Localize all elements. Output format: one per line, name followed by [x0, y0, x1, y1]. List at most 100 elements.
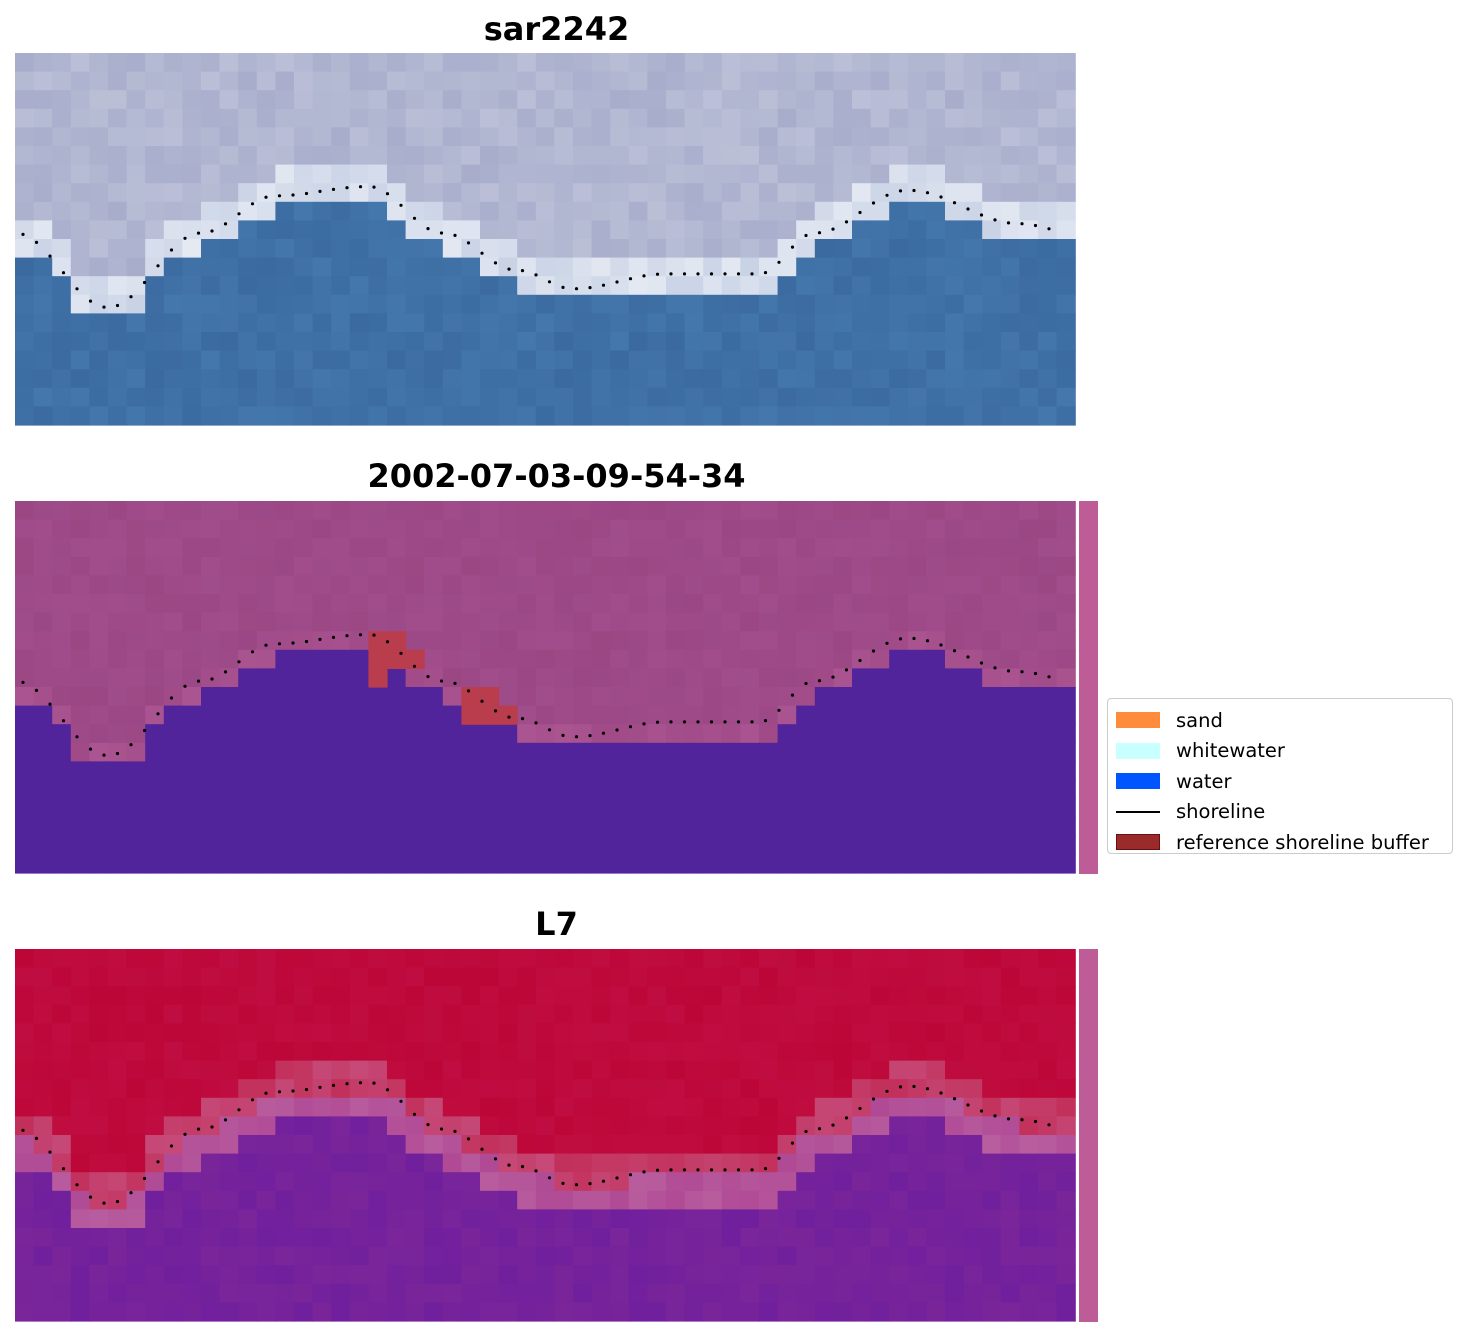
shoreline-point — [345, 1082, 349, 1086]
shoreline-point — [601, 731, 606, 735]
shoreline-point — [1006, 1117, 1011, 1121]
shoreline-point — [709, 720, 714, 724]
shoreline-point — [250, 650, 255, 654]
shoreline-point — [642, 1170, 646, 1174]
shoreline-point — [1006, 221, 1011, 225]
shoreline-point — [412, 1112, 417, 1116]
shoreline-point — [709, 272, 714, 276]
shoreline-point — [966, 655, 970, 659]
shoreline-point — [655, 1168, 660, 1172]
shoreline-point — [61, 1167, 66, 1171]
shoreline-point — [304, 191, 309, 196]
shoreline-point — [871, 201, 876, 205]
shoreline-point — [358, 1081, 363, 1085]
shoreline-point — [237, 212, 241, 216]
rgb-image — [15, 53, 1076, 426]
shoreline-point — [723, 272, 727, 276]
shoreline-point — [520, 1165, 525, 1169]
shoreline-point — [466, 689, 471, 693]
shoreline-point — [615, 728, 619, 732]
shoreline-point — [898, 189, 903, 193]
shoreline-point — [736, 1168, 741, 1172]
shoreline-point — [561, 733, 565, 737]
shoreline-point — [372, 185, 376, 189]
reference-buffer-swatch — [1116, 834, 1160, 851]
shoreline-point — [912, 636, 916, 641]
shoreline-point — [723, 1168, 727, 1172]
shoreline-point — [763, 271, 768, 275]
shoreline-point — [534, 721, 538, 725]
shoreline-point — [61, 271, 66, 275]
shoreline-point — [669, 1168, 673, 1172]
shoreline-point — [939, 643, 943, 647]
shoreline-point — [696, 272, 700, 276]
shoreline-point — [318, 1085, 322, 1089]
shoreline-point — [48, 254, 52, 258]
shoreline-point — [1033, 1119, 1038, 1124]
shoreline-point — [331, 635, 336, 639]
shoreline-point — [264, 643, 268, 647]
shoreline-point — [115, 751, 120, 756]
shoreline-point — [169, 1144, 174, 1148]
shoreline-point — [682, 272, 687, 276]
shoreline-point — [547, 728, 552, 732]
shoreline-point — [412, 664, 417, 668]
shoreline-point — [723, 720, 727, 724]
shoreline-point — [277, 194, 282, 198]
shoreline-point — [642, 274, 646, 278]
legend-label-sand: sand — [1176, 708, 1223, 732]
shoreline-point — [34, 1136, 39, 1140]
shoreline-point — [129, 1191, 133, 1195]
shoreline-point — [534, 273, 538, 277]
shoreline-point — [493, 261, 498, 265]
shoreline-point — [858, 210, 862, 215]
panel-title-1: sar2242 — [483, 10, 630, 48]
shoreline-point — [1006, 669, 1011, 673]
shoreline-point — [790, 693, 795, 697]
shoreline-points — [21, 1081, 1051, 1205]
shoreline-point — [844, 1116, 849, 1120]
shoreline-point — [237, 660, 241, 664]
shoreline-point — [480, 251, 484, 255]
shoreline-point — [507, 267, 511, 271]
shoreline-point — [88, 747, 93, 751]
shoreline-point — [264, 195, 268, 199]
shoreline-points — [21, 185, 1051, 309]
shoreline-point — [480, 1147, 484, 1151]
shoreline-point — [291, 193, 295, 197]
shoreline-point — [264, 1091, 268, 1095]
shoreline-point — [547, 1176, 552, 1180]
shoreline-point — [372, 633, 376, 637]
shoreline-point — [804, 233, 808, 238]
shoreline-point — [898, 1085, 903, 1089]
shoreline-point — [48, 702, 52, 706]
shoreline-point — [426, 675, 430, 679]
shoreline-point — [48, 1150, 52, 1154]
shoreline-point — [736, 720, 741, 724]
shoreline-point — [912, 188, 916, 193]
shoreline-point — [642, 722, 646, 726]
shoreline-point — [196, 231, 201, 235]
shoreline-point — [426, 227, 430, 231]
shoreline-point — [628, 277, 633, 281]
legend-item-reference-buffer: reference shoreline buffer — [1116, 827, 1444, 858]
shoreline-point — [750, 272, 754, 276]
shoreline-point — [304, 1087, 309, 1092]
shoreline-point — [210, 1125, 214, 1129]
shoreline-point — [21, 680, 25, 684]
shoreline-point — [709, 1168, 714, 1172]
shoreline-point — [345, 634, 349, 638]
shoreline-point — [979, 661, 984, 665]
shoreline-point — [588, 1182, 592, 1186]
shoreline-point — [102, 305, 106, 309]
shoreline-point — [966, 207, 970, 211]
shoreline-point — [817, 1127, 822, 1131]
shoreline-point — [466, 1137, 471, 1141]
shoreline-point — [210, 677, 214, 681]
shoreline-point — [1033, 223, 1038, 228]
legend-item-whitewater: whitewater — [1116, 736, 1444, 767]
shoreline-point — [156, 712, 160, 716]
shoreline-point — [925, 191, 930, 195]
shoreline-point — [426, 1123, 430, 1127]
shoreline-point — [115, 1199, 120, 1204]
